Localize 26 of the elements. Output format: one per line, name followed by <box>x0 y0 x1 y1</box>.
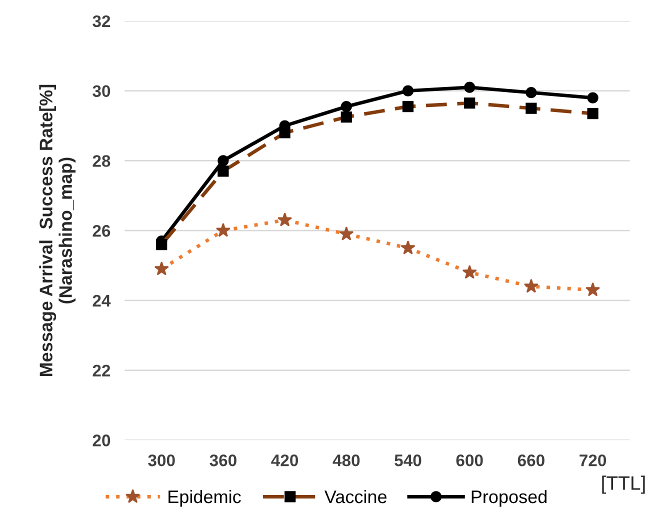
point <box>402 85 414 96</box>
x-tick-label: 660 <box>518 454 544 466</box>
y-tick-label: 28 <box>92 155 110 167</box>
y-tick-label: 20 <box>92 434 110 446</box>
legend-label: Epidemic <box>168 490 241 507</box>
y-axis-title: Message Arrival Success Rate[%] (Narashino_map) <box>39 84 76 376</box>
point <box>464 82 476 93</box>
x-tick-label: 480 <box>332 454 360 466</box>
point <box>526 87 537 98</box>
legend-label: Vaccine <box>324 490 387 504</box>
x-tick-label: 300 <box>148 454 175 466</box>
x-tick-label: 720 <box>580 454 606 466</box>
legend-label: Proposed <box>472 490 546 507</box>
point <box>218 155 229 166</box>
x-tick-label: 360 <box>210 454 236 466</box>
x-tick-label: 420 <box>271 454 298 466</box>
y-tick-label: 30 <box>92 85 110 98</box>
y-tick-label: 32 <box>92 15 110 28</box>
y-tick-label: 24 <box>92 294 111 306</box>
point <box>587 92 598 104</box>
x-tick-label: 540 <box>394 454 422 466</box>
x-axis-title: [TTL] <box>602 476 645 494</box>
x-tick-label: 600 <box>456 454 483 466</box>
y-tick-label: 22 <box>92 364 110 376</box>
y-tick-label: 26 <box>92 224 110 237</box>
point <box>340 100 352 112</box>
